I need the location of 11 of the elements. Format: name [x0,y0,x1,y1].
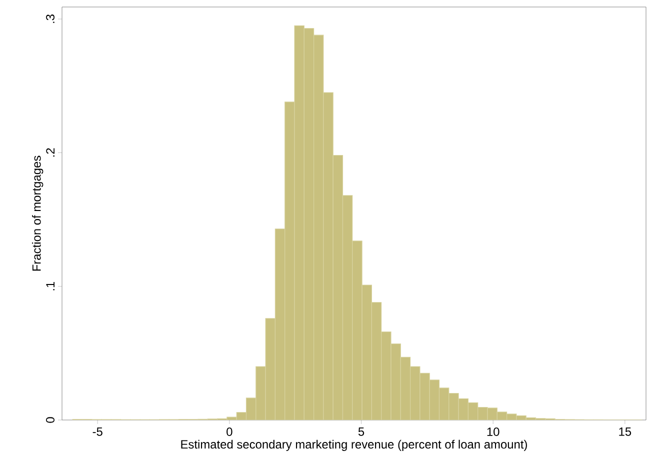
y-axis-title: Fraction of mortgages [32,156,44,271]
x-axis-title: Estimated secondary marketing revenue (percent of loan amount) [181,440,527,451]
x-tick-label: 15 [619,428,632,436]
x-tick-label: 0 [226,428,232,436]
y-tick-label: .3 [46,14,54,23]
x-tick-label: 10 [487,428,500,436]
y-tick-label: 0 [46,417,54,423]
x-tick-label: 5 [358,428,364,436]
y-tick-label: .2 [46,148,54,157]
y-tick-label: .1 [46,282,54,290]
x-tick-label: -5 [92,428,102,436]
